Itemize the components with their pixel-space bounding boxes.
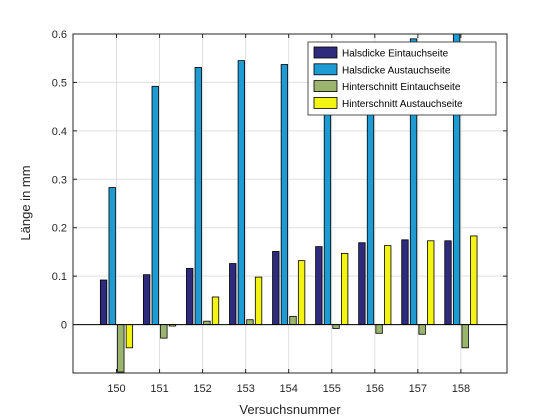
bar (125, 324, 134, 349)
bar (203, 320, 211, 325)
bar (427, 240, 435, 325)
bar (444, 240, 452, 325)
bar (332, 324, 340, 329)
legend-box (307, 41, 497, 116)
bar (280, 64, 289, 325)
bar (418, 324, 426, 335)
legend: Halsdicke Eintauchseite Halsdicke Austauc… (307, 41, 497, 116)
bar (151, 85, 159, 325)
x-tick-label: 150 (107, 383, 125, 395)
x-tick-label: 158 (452, 383, 470, 395)
legend-swatch (313, 97, 338, 109)
legend-swatch (313, 63, 338, 76)
bar (340, 252, 349, 325)
legend-label: Halsdicke Eintauchseite (342, 49, 449, 60)
bar (246, 319, 254, 325)
legend-swatch (313, 46, 338, 59)
bar (186, 267, 194, 325)
bar (254, 276, 263, 325)
legend-label: Hinterschnitt Eintauchseite (342, 82, 461, 93)
bar (315, 246, 323, 325)
bar (211, 296, 220, 325)
bar (142, 274, 151, 325)
bar (117, 324, 125, 373)
x-axis-label: Versuchsnummer (239, 402, 341, 417)
bar (358, 242, 366, 325)
legend-label: Halsdicke Austauchseite (342, 65, 451, 76)
axes-box (72, 33, 508, 374)
y-tick-label: 0.2 (52, 223, 67, 235)
grid-lines (73, 33, 507, 373)
bar (237, 60, 246, 325)
legend-swatch (313, 80, 338, 92)
x-tick-label: 154 (280, 383, 298, 395)
y-axis-label: Länge in mm (18, 165, 33, 240)
bar (108, 187, 116, 325)
y-tick-label: 0.3 (52, 174, 67, 186)
bar (99, 279, 108, 325)
bar (401, 239, 409, 325)
y-tick-label: 0.4 (52, 126, 67, 138)
y-tick-label: 0 (61, 320, 67, 332)
x-tick-label: 151 (150, 383, 168, 395)
x-tick-label: 157 (409, 383, 427, 395)
x-tick-label: 155 (323, 383, 341, 395)
bar (470, 235, 478, 325)
axes (72, 33, 508, 374)
bar (289, 315, 297, 325)
bar (160, 324, 168, 339)
x-tick-label: 153 (236, 383, 254, 395)
y-tick-label: 0.6 (52, 29, 67, 41)
bar (229, 263, 237, 325)
bar (375, 324, 383, 334)
y-tick-labels: 0 0.1 0.2 0.3 0.4 0.5 0.6 (52, 29, 67, 332)
x-tick-labels: 150 151 152 153 154 155 156 157 158 (107, 383, 470, 395)
y-tick-label: 0.1 (52, 271, 67, 283)
bar (297, 260, 306, 325)
legend-label: Hinterschnitt Austauchseite (342, 99, 463, 110)
bar (461, 324, 469, 349)
bar (194, 67, 202, 325)
y-tick-label: 0.5 (52, 77, 67, 89)
bar (384, 245, 392, 325)
bar (272, 251, 280, 325)
x-tick-label: 152 (193, 383, 211, 395)
x-tick-label: 156 (366, 383, 384, 395)
